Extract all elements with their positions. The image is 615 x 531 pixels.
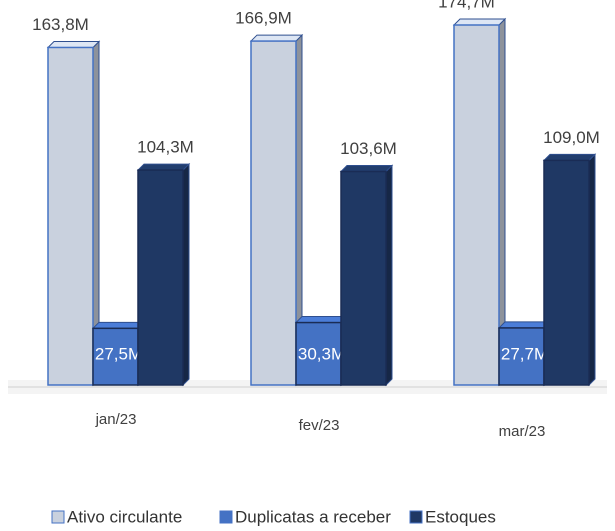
data-label: 30,3M: [298, 344, 345, 363]
bar: [250, 40, 297, 386]
bar: [47, 46, 94, 386]
bar-top: [452, 18, 507, 26]
bar-side: [588, 153, 596, 387]
bar: [498, 327, 545, 386]
bar: [453, 24, 500, 386]
x-tick-label: mar/23: [499, 423, 546, 440]
bar-top: [294, 316, 349, 324]
legend-swatch: [219, 510, 233, 524]
bar: [340, 170, 387, 386]
bar-top: [339, 165, 394, 173]
legend-label: Ativo circulante: [67, 507, 182, 526]
bar: [137, 169, 184, 386]
bar-top: [46, 40, 101, 48]
bar: [92, 327, 139, 386]
bar-top: [249, 34, 304, 42]
data-label: 104,3M: [137, 138, 194, 157]
bar-side: [182, 162, 190, 387]
legend-swatch: [51, 510, 65, 524]
data-label: 27,7M: [501, 344, 548, 363]
bar-top: [497, 321, 552, 329]
bar: [295, 321, 342, 386]
bar-top: [542, 153, 597, 161]
data-label: 166,9M: [235, 9, 292, 28]
data-label: 103,6M: [340, 139, 397, 158]
legend-label: Duplicatas a receber: [235, 507, 391, 526]
legend-swatch: [409, 510, 423, 524]
legend-label: Estoques: [425, 507, 496, 526]
x-tick-label: jan/23: [95, 411, 137, 428]
data-label: 109,0M: [543, 128, 600, 147]
bar-side: [385, 164, 393, 387]
data-label: 27,5M: [95, 344, 142, 363]
data-label: 174,7M: [438, 0, 495, 11]
bar-top: [136, 163, 191, 171]
data-label: 163,8M: [32, 15, 89, 34]
bar: [543, 159, 590, 386]
x-tick-label: fev/23: [299, 417, 340, 434]
bar-top: [91, 321, 146, 329]
